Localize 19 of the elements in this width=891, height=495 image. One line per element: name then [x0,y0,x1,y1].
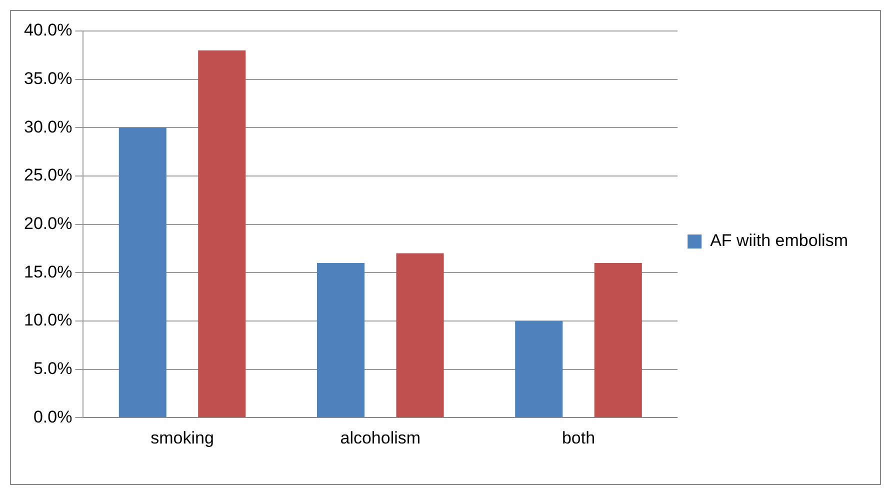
y-tick-label: 40.0% [24,20,72,40]
bar [594,262,642,418]
bar [198,50,246,418]
x-tick-label: smoking [150,428,214,448]
bar [316,262,365,418]
y-tick-label: 10.0% [24,310,72,330]
bar [118,128,166,418]
bar [396,253,444,418]
y-tick-label: 0.0% [33,407,72,426]
legend-label: AF wiith embolism [710,231,848,250]
y-tick-label: 25.0% [24,166,72,185]
x-tick-label: both [562,428,596,448]
bar [515,320,563,418]
y-tick-label: 15.0% [24,262,72,282]
y-tick-label: 20.0% [24,214,72,233]
x-tick-label: alcoholism [340,428,421,448]
y-tick-label: 35.0% [24,69,72,88]
y-tick-label: 5.0% [33,358,72,378]
y-tick-label: 30.0% [24,117,72,136]
